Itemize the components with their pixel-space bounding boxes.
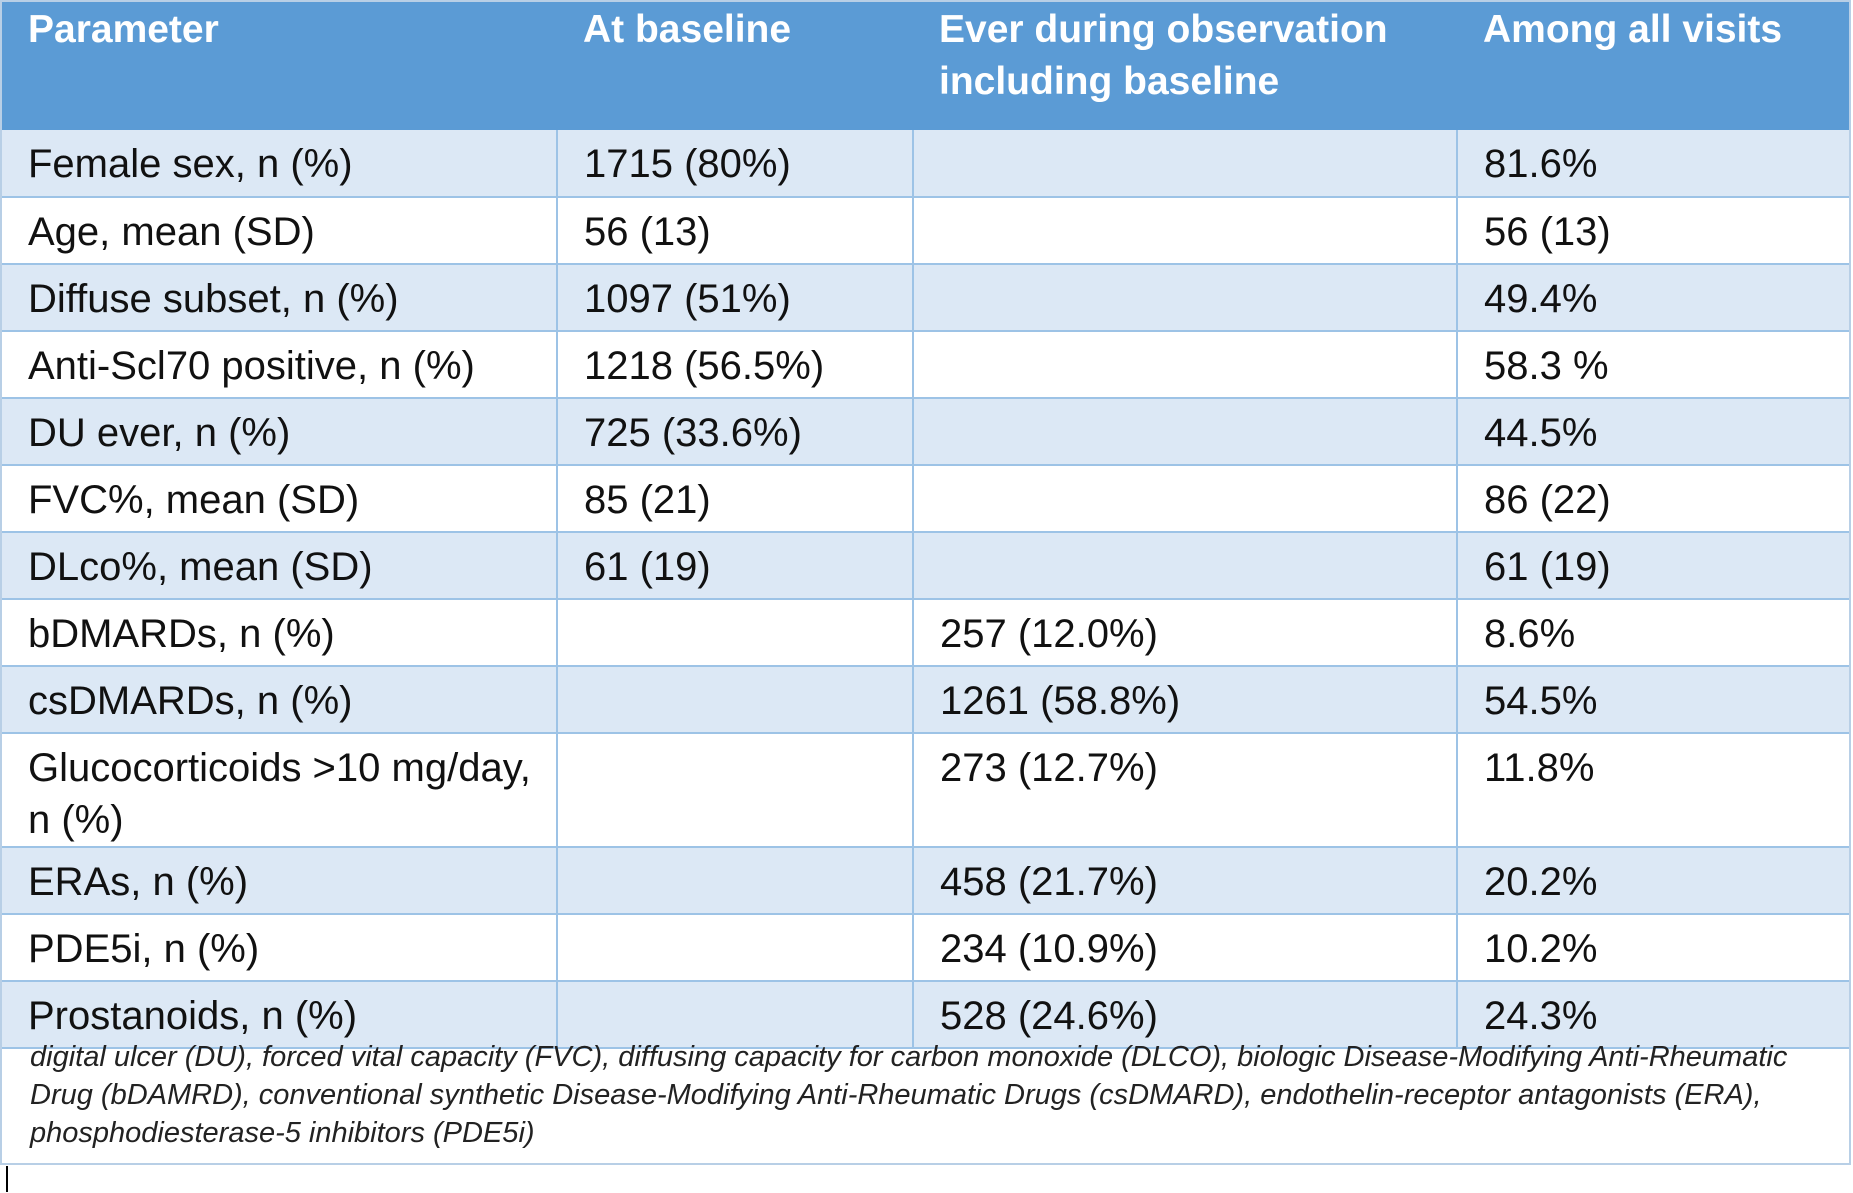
- cell-ever-during-observation: [913, 197, 1458, 265]
- table-footnote: digital ulcer (DU), forced vital capacit…: [30, 1041, 1788, 1149]
- cell-among-all-visits: 20.2%: [1457, 847, 1849, 915]
- header-ever-during-observation: Ever during observation including baseli…: [913, 2, 1457, 130]
- cell-parameter: Glucocorticoids >10 mg/day, n (%): [2, 733, 558, 848]
- cell-at-baseline: [557, 981, 914, 1049]
- text-cursor: [6, 1166, 8, 1192]
- cell-at-baseline: 61 (19): [557, 532, 914, 600]
- cell-ever-during-observation: 257 (12.0%): [913, 599, 1458, 667]
- cell-at-baseline: [557, 914, 914, 982]
- cell-at-baseline: 1218 (56.5%): [557, 331, 914, 399]
- table-row: csDMARDs, n (%) 1261 (58.8%) 54.5%: [2, 666, 1849, 734]
- cell-ever-during-observation: [913, 532, 1458, 600]
- cell-at-baseline: [557, 847, 914, 915]
- table-row: Anti-Scl70 positive, n (%) 1218 (56.5%) 58…: [2, 331, 1849, 399]
- data-table: Parameter At baseline Ever during observ…: [2, 2, 1849, 1049]
- cell-parameter: Diffuse subset, n (%): [2, 264, 558, 332]
- cell-at-baseline: [557, 733, 914, 848]
- table-row: Glucocorticoids >10 mg/day, n (%) 273 (12…: [2, 733, 1849, 848]
- cell-parameter: bDMARDs, n (%): [2, 599, 558, 667]
- cell-ever-during-observation: [913, 331, 1458, 399]
- table-row: Female sex, n (%) 1715 (80%) 81.6%: [2, 130, 1849, 198]
- cell-ever-during-observation: 1261 (58.8%): [913, 666, 1458, 734]
- table-row: FVC%, mean (SD) 85 (21) 86 (22): [2, 465, 1849, 533]
- cell-at-baseline: 56 (13): [557, 197, 914, 265]
- cell-among-all-visits: 24.3%: [1457, 981, 1849, 1049]
- cell-parameter: Anti-Scl70 positive, n (%): [2, 331, 558, 399]
- table-header: Parameter At baseline Ever during observ…: [2, 2, 1849, 130]
- header-row: Parameter At baseline Ever during observ…: [2, 2, 1849, 130]
- cell-parameter: DU ever, n (%): [2, 398, 558, 466]
- cell-at-baseline: 1097 (51%): [557, 264, 914, 332]
- cell-at-baseline: 725 (33.6%): [557, 398, 914, 466]
- table-row: DU ever, n (%) 725 (33.6%) 44.5%: [2, 398, 1849, 466]
- table-frame: [0, 0, 1851, 1165]
- cell-at-baseline: 85 (21): [557, 465, 914, 533]
- table-row: Age, mean (SD) 56 (13) 56 (13): [2, 197, 1849, 265]
- cell-among-all-visits: 54.5%: [1457, 666, 1849, 734]
- cell-ever-during-observation: 273 (12.7%): [913, 733, 1458, 848]
- cell-among-all-visits: 44.5%: [1457, 398, 1849, 466]
- table-row: bDMARDs, n (%) 257 (12.0%) 8.6%: [2, 599, 1849, 667]
- cell-parameter: PDE5i, n (%): [2, 914, 558, 982]
- cell-at-baseline: [557, 666, 914, 734]
- table-row: PDE5i, n (%) 234 (10.9%) 10.2%: [2, 914, 1849, 982]
- cell-among-all-visits: 11.8%: [1457, 733, 1849, 848]
- table-row: Diffuse subset, n (%) 1097 (51%) 49.4%: [2, 264, 1849, 332]
- header-parameter: Parameter: [2, 2, 557, 130]
- cell-parameter: csDMARDs, n (%): [2, 666, 558, 734]
- table-body: Female sex, n (%) 1715 (80%) 81.6% Age, mea…: [2, 130, 1849, 1049]
- table-row: DLco%, mean (SD) 61 (19) 61 (19): [2, 532, 1849, 600]
- cell-parameter: Age, mean (SD): [2, 197, 558, 265]
- cell-ever-during-observation: [913, 398, 1458, 466]
- header-among-all-visits: Among all visits: [1457, 2, 1849, 130]
- cell-among-all-visits: 81.6%: [1457, 130, 1849, 198]
- cell-parameter: FVC%, mean (SD): [2, 465, 558, 533]
- cell-ever-during-observation: 458 (21.7%): [913, 847, 1458, 915]
- cell-ever-during-observation: [913, 130, 1458, 198]
- cell-ever-during-observation: [913, 264, 1458, 332]
- cell-among-all-visits: 61 (19): [1457, 532, 1849, 600]
- cell-among-all-visits: 58.3 %: [1457, 331, 1849, 399]
- cell-at-baseline: 1715 (80%): [557, 130, 914, 198]
- cell-parameter: ERAs, n (%): [2, 847, 558, 915]
- cell-parameter: Female sex, n (%): [2, 130, 558, 198]
- cell-parameter: Prostanoids, n (%): [2, 981, 558, 1049]
- cell-parameter: DLco%, mean (SD): [2, 532, 558, 600]
- cell-at-baseline: [557, 599, 914, 667]
- cell-ever-during-observation: [913, 465, 1458, 533]
- table-row: Prostanoids, n (%) 528 (24.6%) 24.3%: [2, 981, 1849, 1049]
- cell-among-all-visits: 10.2%: [1457, 914, 1849, 982]
- table-row: ERAs, n (%) 458 (21.7%) 20.2%: [2, 847, 1849, 915]
- cell-among-all-visits: 49.4%: [1457, 264, 1849, 332]
- cell-among-all-visits: 8.6%: [1457, 599, 1849, 667]
- header-at-baseline: At baseline: [557, 2, 913, 130]
- cell-among-all-visits: 56 (13): [1457, 197, 1849, 265]
- cell-ever-during-observation: 234 (10.9%): [913, 914, 1458, 982]
- cell-among-all-visits: 86 (22): [1457, 465, 1849, 533]
- cell-ever-during-observation: 528 (24.6%): [913, 981, 1458, 1049]
